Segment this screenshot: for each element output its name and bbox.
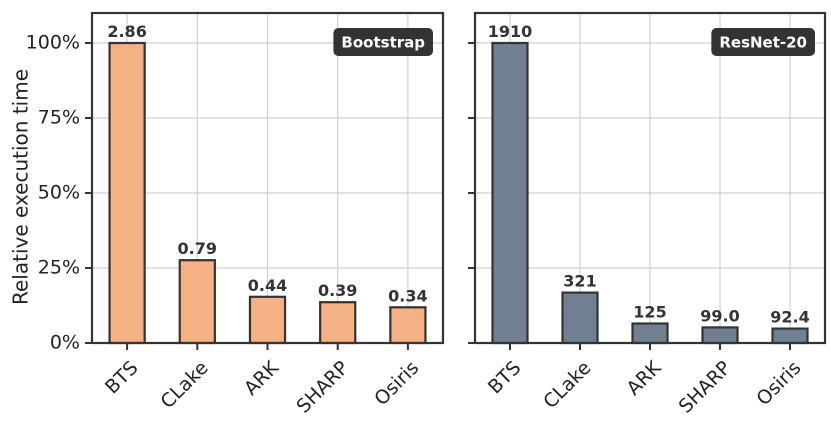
y-tick-label: 50% bbox=[38, 182, 80, 204]
y-tick-label: 100% bbox=[26, 32, 80, 54]
panel-title: Bootstrap bbox=[341, 34, 425, 52]
x-tick-label: BTS bbox=[484, 357, 526, 399]
bar-data-label: 321 bbox=[563, 272, 596, 291]
x-tick-label: BTS bbox=[101, 357, 143, 399]
bar-ark bbox=[631, 322, 669, 345]
bar-data-label: 0.79 bbox=[178, 239, 217, 258]
bar-osiris bbox=[389, 306, 427, 345]
bar-data-label: 1910 bbox=[488, 22, 533, 41]
panel-title: ResNet-20 bbox=[719, 34, 807, 52]
x-tick-label: Osiris bbox=[752, 357, 805, 410]
x-tick-label: Osiris bbox=[370, 357, 423, 410]
x-tick-label: ARK bbox=[240, 356, 283, 399]
bar-data-label: 0.44 bbox=[248, 276, 287, 295]
y-tick-label: 75% bbox=[38, 107, 80, 129]
bar-data-label: 125 bbox=[633, 303, 666, 322]
bar-ark bbox=[248, 295, 287, 345]
x-tick-label: CLake bbox=[156, 357, 212, 413]
bar-bts bbox=[491, 41, 529, 345]
panel-frame bbox=[90, 11, 445, 345]
bar-data-label: 92.4 bbox=[770, 308, 809, 327]
bar-osiris bbox=[771, 327, 809, 345]
x-tick-label: CLake bbox=[539, 357, 595, 413]
bar-clake bbox=[178, 259, 216, 345]
panel-bootstrap: 0% 25% 50% 75% 100% 2.86 BTS 0.79 CLake 0.44 ARK 0.… bbox=[26, 11, 445, 418]
bar-bts bbox=[108, 41, 146, 345]
y-axis-label: Relative execution time bbox=[9, 69, 33, 305]
x-tick-label: ARK bbox=[623, 356, 666, 399]
bar-data-label: 0.34 bbox=[388, 286, 427, 305]
bar-sharp bbox=[319, 301, 357, 345]
bar-data-label: 99.0 bbox=[700, 306, 739, 325]
bar-data-label: 2.86 bbox=[107, 22, 146, 41]
x-tick-label: SHARP bbox=[675, 357, 736, 418]
panel-resnet-20: 1910 BTS 321 CLake 125 ARK 99.0 SHARP 92.4 Osiris… bbox=[468, 11, 827, 418]
panel-title-badge bbox=[333, 28, 433, 56]
y-tick-label: 0% bbox=[50, 332, 80, 354]
panel-frame bbox=[473, 11, 827, 345]
bar-clake bbox=[561, 291, 599, 345]
bar-sharp bbox=[701, 326, 739, 345]
x-tick-label: SHARP bbox=[292, 357, 353, 418]
bar-data-label: 0.39 bbox=[318, 281, 357, 300]
panel-title-badge bbox=[711, 28, 815, 56]
y-tick-label: 25% bbox=[38, 257, 80, 279]
